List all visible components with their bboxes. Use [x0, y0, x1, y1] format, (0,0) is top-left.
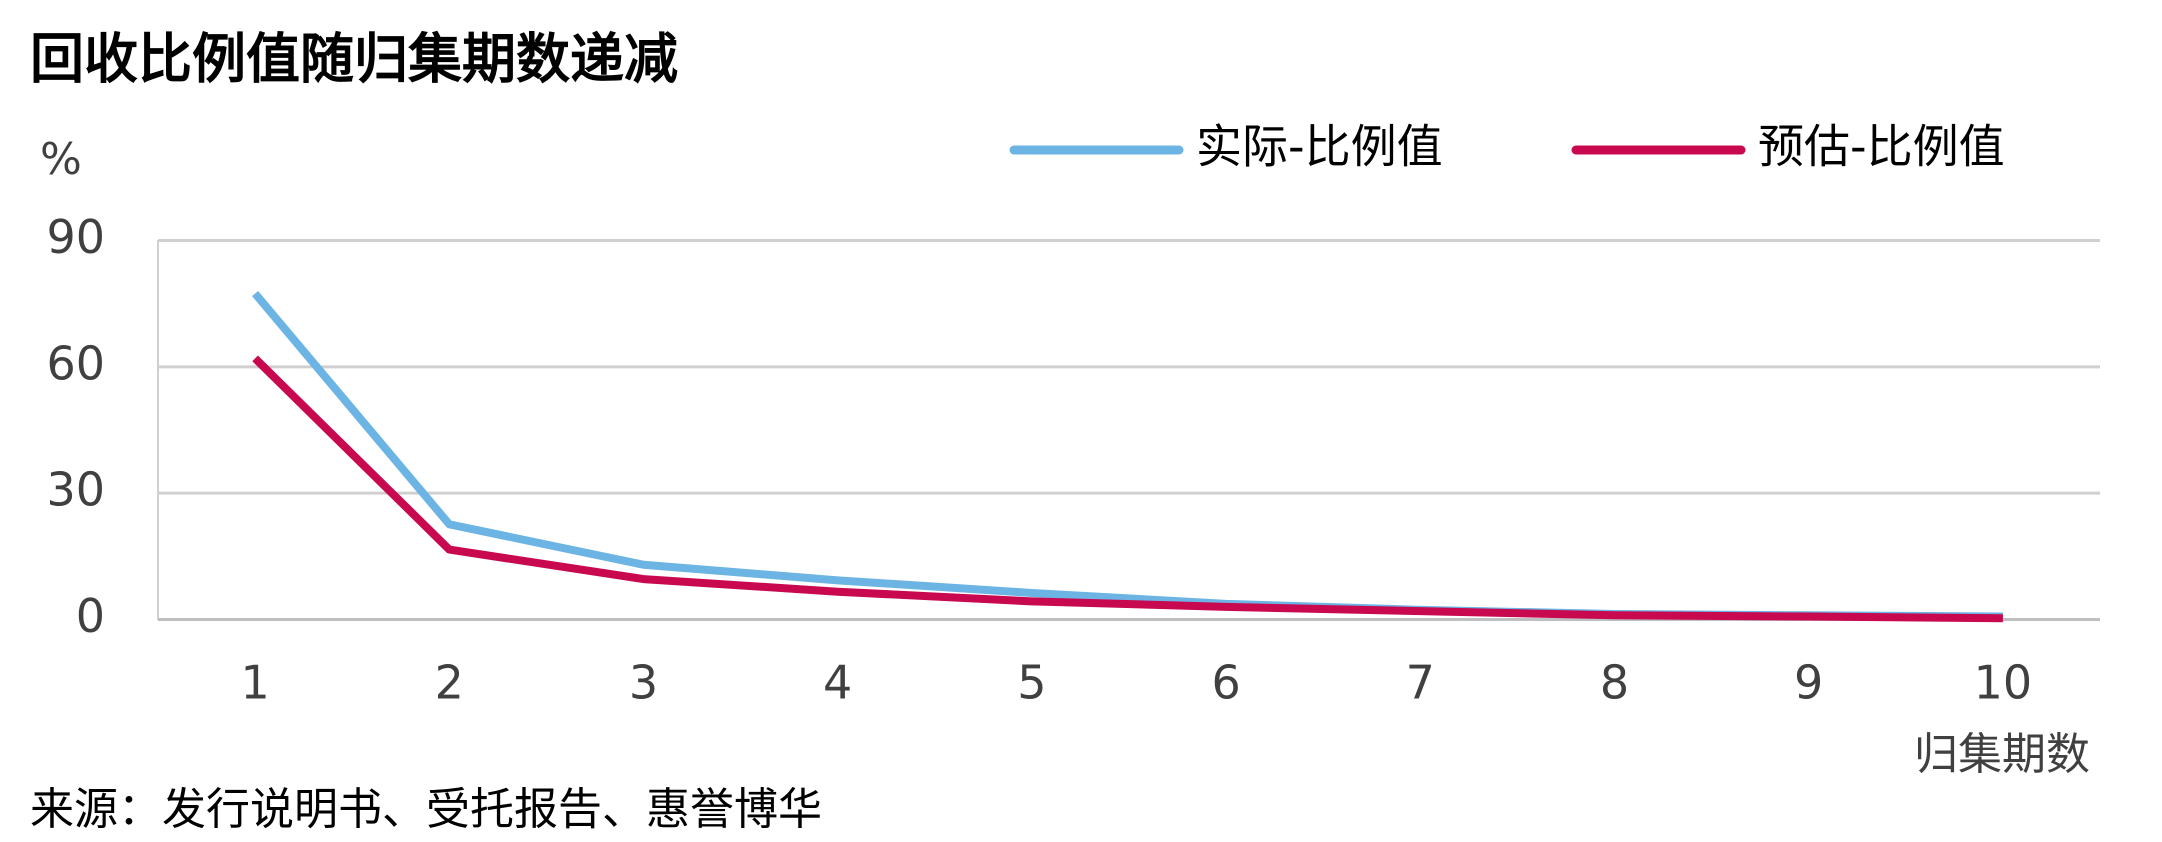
chart-title: 回收比例值随归集期数递减	[30, 28, 678, 91]
x-tick-label: 6	[1211, 656, 1240, 710]
data-line	[252, 290, 2003, 621]
legend-label: 实际-比例值	[1196, 120, 1443, 174]
y-tick-label: 0	[76, 589, 105, 643]
x-tick-label: 1	[240, 656, 269, 710]
x-axis-label: 归集期数	[1914, 729, 2090, 780]
x-tick-label: 8	[1600, 656, 1629, 710]
y-axis-label: %	[40, 134, 82, 185]
source-note: 来源：发行说明书、受托报告、惠誉博华	[30, 784, 822, 835]
x-tick-label: 4	[823, 656, 852, 710]
x-tick-label: 3	[629, 656, 658, 710]
y-tick-label: 60	[46, 336, 105, 390]
x-tick-label: 10	[1974, 656, 2033, 710]
y-tick-label: 30	[46, 463, 105, 517]
data-line	[252, 355, 2003, 623]
y-tick-label: 90	[46, 210, 105, 264]
legend-label: 预估-比例值	[1758, 120, 2005, 174]
x-tick-label: 9	[1794, 656, 1823, 710]
x-tick-label: 2	[435, 656, 464, 710]
x-tick-label: 7	[1406, 656, 1435, 710]
x-tick-label: 5	[1017, 656, 1046, 710]
